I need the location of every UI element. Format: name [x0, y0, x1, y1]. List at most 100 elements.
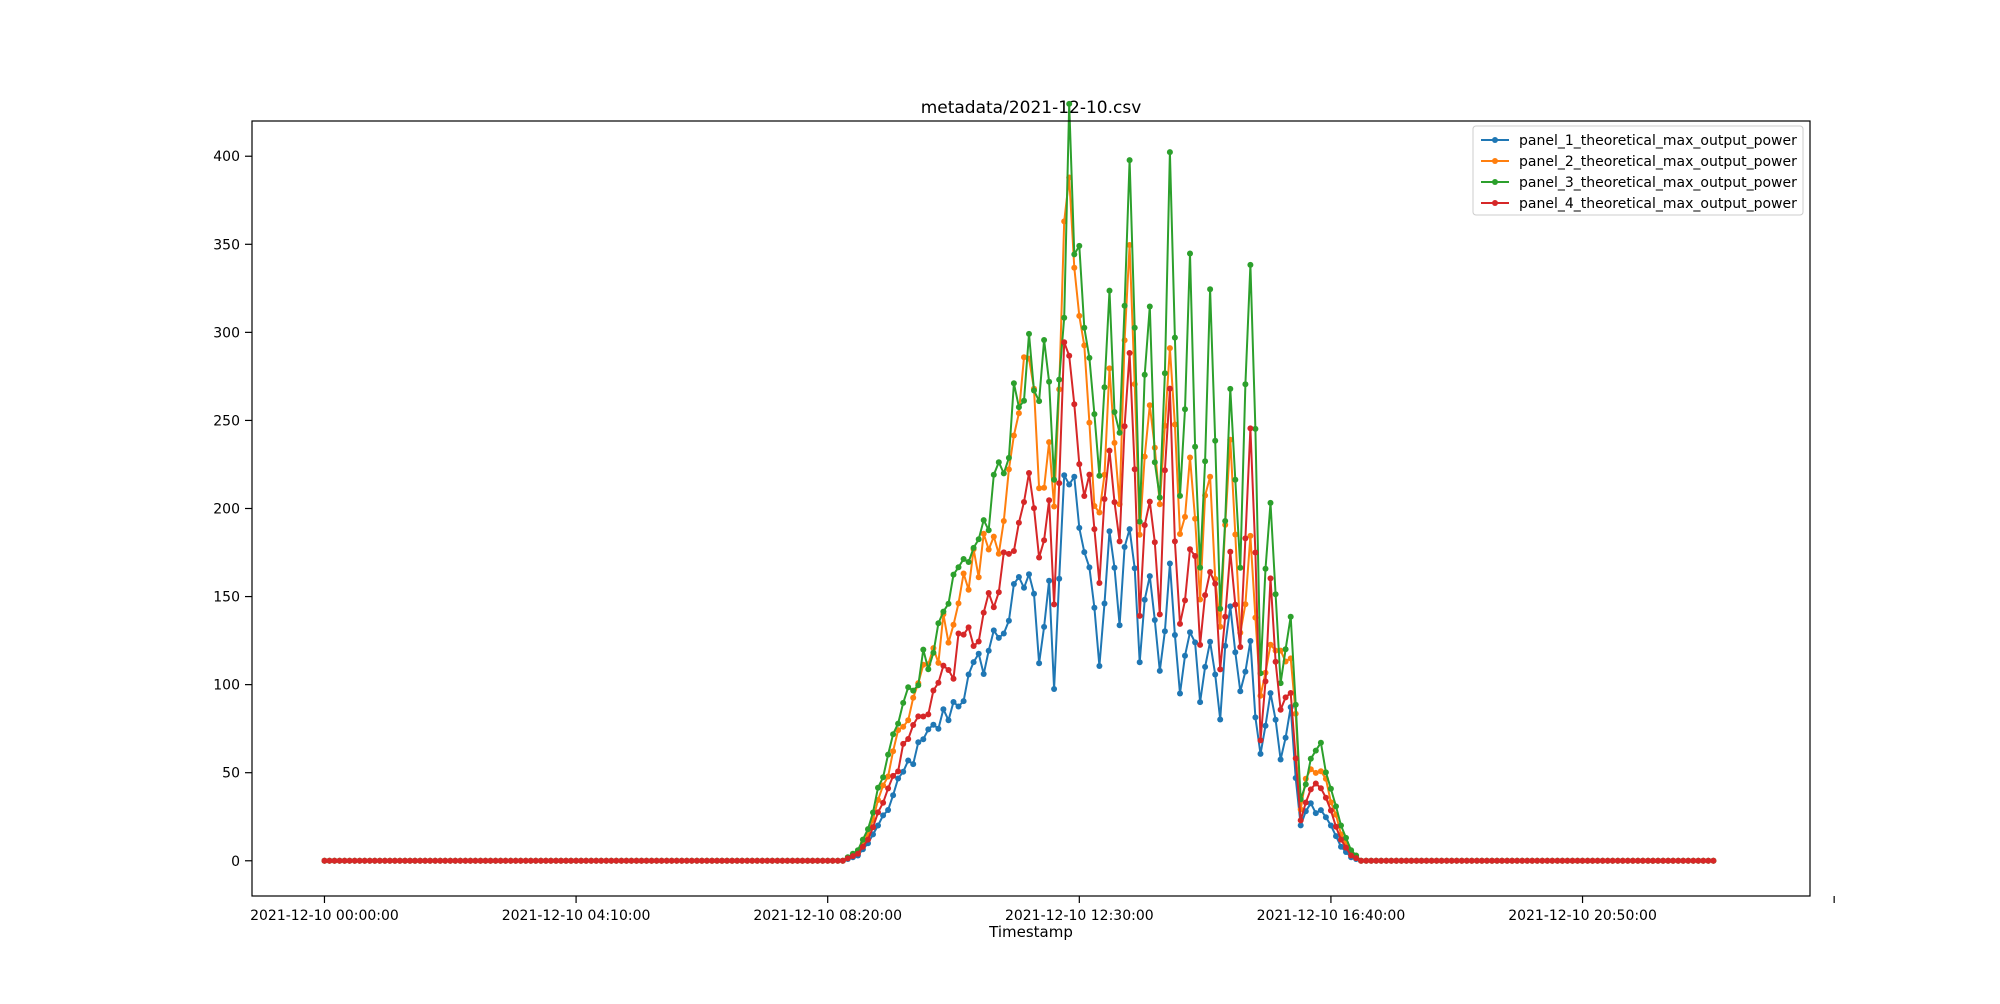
data-point [1116, 429, 1123, 436]
data-point [910, 694, 917, 701]
data-point [965, 586, 972, 593]
data-point [955, 703, 962, 710]
data-point [1292, 755, 1299, 762]
data-point [975, 574, 982, 581]
data-point [1166, 345, 1173, 352]
data-point [945, 600, 952, 607]
data-point [975, 650, 982, 657]
data-point [1146, 573, 1153, 580]
data-point [1010, 548, 1017, 554]
data-point [1645, 857, 1651, 864]
data-point [980, 530, 987, 537]
data-point [779, 857, 786, 864]
data-point [1680, 857, 1687, 864]
data-point [1287, 613, 1294, 620]
data-point [1343, 844, 1349, 851]
data-point [970, 659, 977, 666]
data-point [905, 757, 912, 764]
data-point [1000, 470, 1007, 477]
data-point [965, 624, 972, 631]
data-point [1207, 638, 1214, 645]
data-point [1046, 497, 1053, 504]
data-point [789, 857, 796, 864]
data-point [1136, 612, 1143, 619]
data-point [583, 857, 590, 864]
data-point [1499, 857, 1505, 864]
data-point [1166, 560, 1173, 567]
data-point [1116, 622, 1123, 629]
data-point [1076, 461, 1083, 468]
data-point [1101, 496, 1108, 502]
data-point [1343, 834, 1349, 841]
data-point [1141, 453, 1148, 460]
data-point [1317, 785, 1324, 792]
data-point [1136, 531, 1143, 538]
data-point [402, 857, 408, 864]
data-point [613, 857, 620, 864]
y-tick-label: 250 [213, 413, 240, 429]
data-point [1076, 524, 1083, 531]
data-point [1161, 628, 1168, 635]
data-point [1121, 544, 1128, 550]
data-point [638, 857, 645, 864]
data-point [1161, 370, 1168, 377]
data-point [995, 634, 1002, 641]
data-point [1156, 611, 1163, 618]
data-point [985, 546, 992, 553]
data-point [1388, 857, 1395, 864]
data-point [1096, 580, 1103, 586]
data-point [497, 857, 504, 864]
data-point [1237, 564, 1244, 571]
data-point [1614, 857, 1621, 864]
data-point [1383, 857, 1390, 864]
data-point [859, 836, 866, 843]
data-point [1710, 857, 1717, 864]
data-point [784, 857, 791, 864]
data-point [1071, 251, 1078, 258]
data-point [995, 459, 1002, 466]
data-point [920, 646, 927, 653]
data-point [1242, 535, 1249, 542]
data-point [1358, 857, 1365, 864]
data-point [361, 857, 368, 864]
data-point [1312, 769, 1319, 776]
data-point [1056, 376, 1063, 383]
data-point [890, 748, 897, 755]
data-point [331, 857, 338, 864]
data-point [341, 857, 348, 864]
data-point [482, 857, 489, 864]
data-point [990, 604, 997, 611]
data-point [1086, 419, 1093, 426]
data-point [1544, 857, 1551, 864]
data-point [975, 536, 982, 543]
data-point [1428, 857, 1435, 864]
data-point [492, 857, 499, 864]
data-point [940, 706, 947, 713]
data-point [945, 667, 952, 673]
data-point [865, 826, 871, 833]
data-point [940, 662, 947, 669]
data-point [1076, 242, 1083, 249]
data-point [965, 559, 972, 565]
data-point [1026, 330, 1032, 337]
data-point [1685, 857, 1692, 864]
data-point [1041, 623, 1048, 630]
data-point [920, 736, 927, 743]
data-point [985, 647, 992, 654]
data-point [1317, 739, 1324, 746]
data-point [1312, 810, 1319, 817]
legend-swatch-marker [1492, 179, 1498, 185]
data-point [1338, 836, 1344, 843]
data-point [1539, 857, 1546, 864]
data-point [1061, 339, 1068, 346]
data-point [386, 857, 393, 864]
data-point [366, 857, 373, 864]
data-point [1005, 617, 1012, 624]
data-point [578, 857, 585, 864]
data-point [1327, 807, 1334, 814]
data-point [512, 857, 519, 864]
data-point [880, 774, 887, 781]
data-point [1096, 472, 1103, 479]
data-point [1171, 421, 1178, 428]
data-point [1091, 604, 1098, 611]
